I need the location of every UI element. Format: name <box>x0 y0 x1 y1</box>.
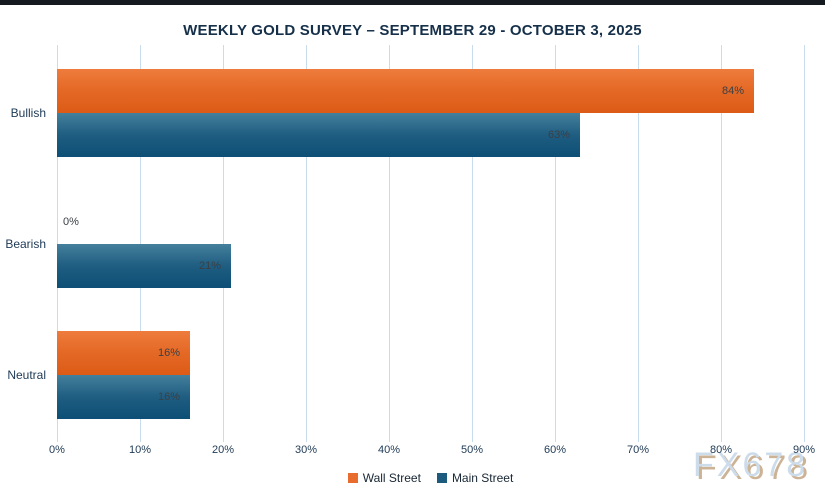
bar-value-label: 16% <box>157 347 180 359</box>
x-tick-label: 0% <box>49 444 65 456</box>
gridline <box>223 45 224 442</box>
gridline <box>306 45 307 442</box>
legend-swatch-icon <box>436 473 447 483</box>
plot-area: 84% 63% 0% 21% 16% 16% <box>57 45 805 442</box>
x-tick-label: 10% <box>128 444 152 456</box>
bar-value-label: 21% <box>198 260 221 272</box>
x-tick-label: 30% <box>294 444 318 456</box>
bar-row: 16% <box>57 375 804 419</box>
x-tick-label: 20% <box>211 444 235 456</box>
bar-group-bearish: 0% 21% <box>57 200 804 288</box>
bar-group-bullish: 84% 63% <box>57 69 804 157</box>
chart-title: WEEKLY GOLD SURVEY – SEPTEMBER 29 - OCTO… <box>183 22 642 39</box>
gridline <box>555 45 556 442</box>
bar-wall-street-neutral <box>57 331 190 375</box>
gridline <box>721 45 722 442</box>
x-tick-label: 60% <box>543 444 567 456</box>
legend-item-main-street: Main Street <box>436 471 514 485</box>
category-label-bearish: Bearish <box>5 237 46 251</box>
bar-value-label: 0% <box>63 216 79 228</box>
category-label-bullish: Bullish <box>10 106 46 120</box>
x-tick-label: 40% <box>377 444 401 456</box>
top-border <box>0 0 825 5</box>
bar-main-street-neutral <box>57 375 190 419</box>
x-tick-label: 50% <box>460 444 484 456</box>
bar-wall-street-bullish <box>57 69 754 113</box>
bar-value-label: 16% <box>157 391 180 403</box>
legend-label: Wall Street <box>362 471 421 485</box>
legend: Wall Street Main Street <box>57 471 804 485</box>
bar-value-label: 63% <box>547 129 570 141</box>
bar-main-street-bearish <box>57 244 231 288</box>
bar-group-neutral: 16% 16% <box>57 331 804 419</box>
legend-item-wall-street: Wall Street <box>347 471 421 485</box>
bar-main-street-bullish <box>57 113 580 157</box>
bar-row: 84% <box>57 69 804 113</box>
legend-swatch-icon <box>347 473 358 483</box>
category-label-neutral: Neutral <box>7 368 46 382</box>
watermark: FX678 <box>693 446 809 484</box>
bar-row: 63% <box>57 113 804 157</box>
bar-row: 0% <box>57 200 804 244</box>
bar-row: 21% <box>57 244 804 288</box>
gridline <box>638 45 639 442</box>
bar-value-label: 84% <box>721 85 744 97</box>
gridline <box>57 45 58 442</box>
gridline <box>140 45 141 442</box>
gridline <box>804 45 805 442</box>
x-tick-label: 70% <box>626 444 650 456</box>
bar-row: 16% <box>57 331 804 375</box>
x-tick-label: 90% <box>792 444 816 456</box>
x-tick-label: 80% <box>709 444 733 456</box>
gridline <box>472 45 473 442</box>
legend-label: Main Street <box>451 471 514 485</box>
gridline <box>389 45 390 442</box>
